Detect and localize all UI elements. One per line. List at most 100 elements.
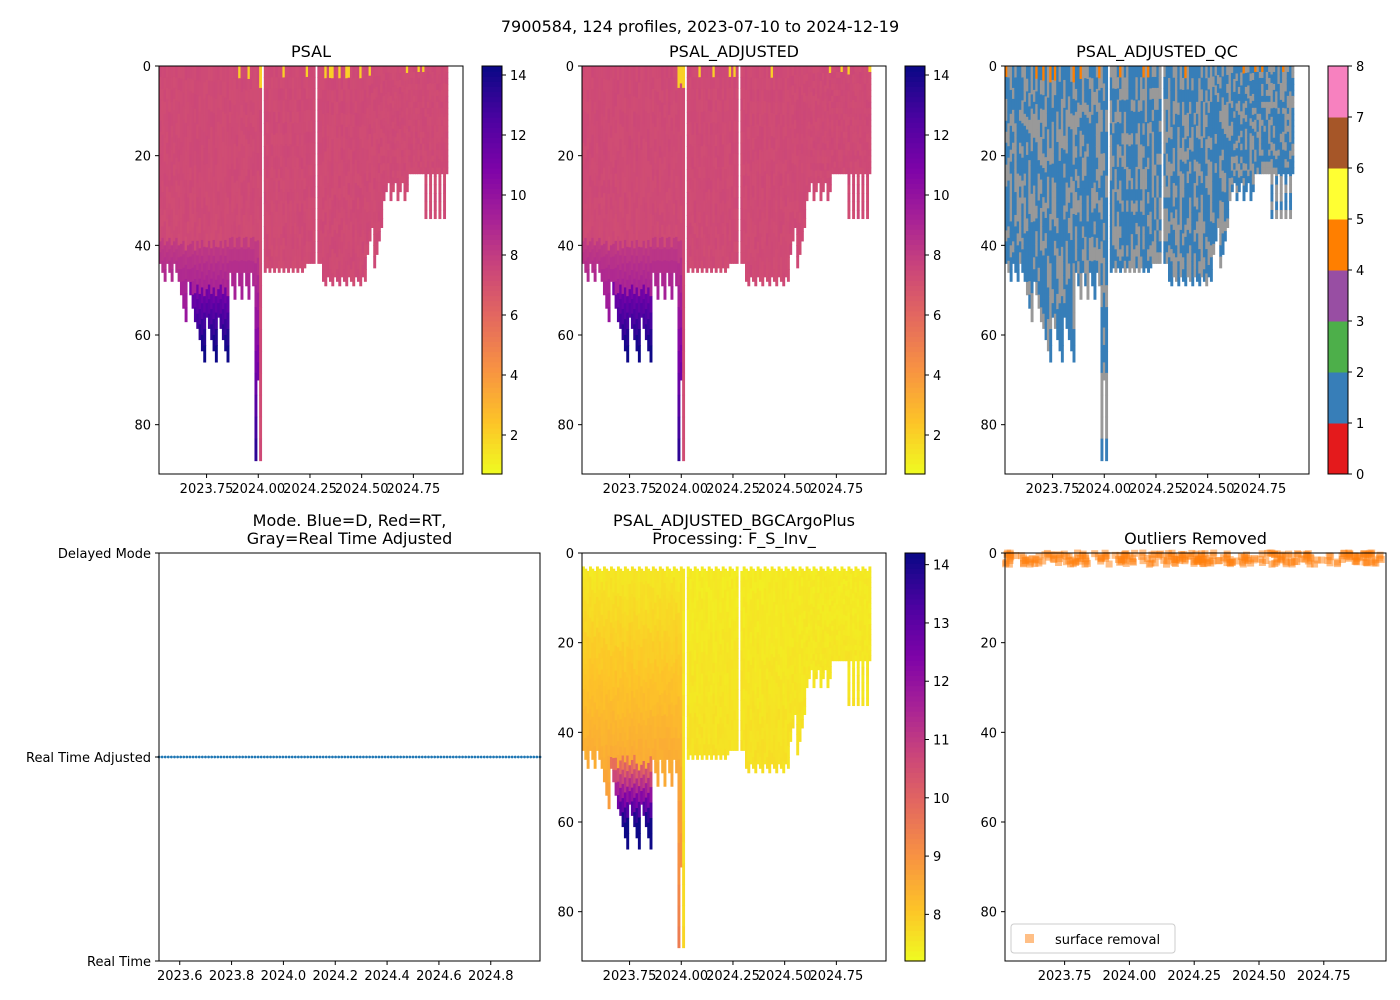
heatmap-cell: [210, 81, 214, 97]
heatmap-cell: [189, 243, 193, 258]
heatmap-cell: [373, 256, 377, 269]
heatmap-cell: [333, 171, 337, 184]
heatmap-cell: [347, 77, 351, 91]
heatmap-cell: [342, 113, 346, 127]
heatmap-cell: [249, 226, 253, 239]
heatmap-cell: [214, 296, 218, 314]
heatmap-cell: [361, 66, 365, 79]
heatmap-cell: [254, 175, 258, 199]
heatmap-cell: [198, 217, 202, 234]
heatmap-cell: [226, 197, 230, 215]
heatmap-cell: [193, 151, 197, 166]
heatmap-cell: [370, 119, 374, 130]
heatmap-cell: [398, 121, 402, 130]
heatmap-cell: [405, 163, 409, 172]
heatmap-cell: [361, 171, 365, 184]
heatmap-cell: [247, 130, 251, 145]
heatmap-cell: [268, 66, 272, 79]
heatmap-cell: [240, 117, 244, 132]
heatmap-cell: [403, 103, 407, 112]
heatmap-cell: [403, 148, 407, 157]
colorbar-segment: [905, 254, 925, 261]
heatmap-cell: [289, 155, 293, 168]
heatmap-cell: [812, 193, 816, 202]
heatmap-cell: [363, 257, 367, 270]
heatmap-cell: [322, 77, 325, 91]
heatmap-cell: [326, 171, 330, 184]
heatmap-cell: [212, 176, 216, 194]
heatmap-cell: [868, 167, 872, 175]
colorbar-segment: [482, 331, 502, 337]
heatmap-cell: [163, 233, 167, 246]
heatmap-cell: [247, 117, 251, 132]
colorbar-segment: [482, 463, 502, 470]
heatmap-cell: [312, 197, 316, 210]
heatmap-cell: [301, 100, 304, 113]
heatmap-cell: [322, 137, 325, 151]
colorbar-segment: [482, 259, 502, 266]
heatmap-cell: [345, 188, 349, 201]
heatmap-cell: [186, 77, 190, 91]
heatmap-cell: [273, 146, 277, 159]
heatmap-cell: [312, 219, 316, 231]
heatmap-cell: [366, 202, 370, 214]
heatmap-cell: [294, 133, 297, 146]
heatmap-cell: [268, 192, 272, 205]
heatmap-cell: [328, 209, 332, 223]
heatmap-cell: [165, 109, 169, 122]
heatmap-cell: [735, 98, 739, 111]
heatmap-cell: [326, 101, 330, 114]
heatmap-cell: [189, 180, 193, 194]
heatmap-cell: [282, 157, 286, 170]
heatmap-cell: [221, 324, 225, 341]
heatmap-cell: [415, 125, 419, 133]
heatmap-cell: [203, 296, 207, 314]
heatmap-cell: [412, 155, 416, 163]
heatmap-cell: [191, 240, 195, 255]
heatmap-cell: [405, 128, 409, 137]
heatmap-cell: [363, 197, 367, 211]
colorbar-segment: [482, 372, 502, 378]
heatmap-cell: [289, 189, 293, 202]
heatmap-cell: [310, 197, 314, 210]
heatmap-cell: [438, 176, 442, 186]
heatmap-cell: [275, 122, 279, 134]
heatmap-cell: [426, 83, 430, 91]
x-tick-label: 2024.50: [758, 482, 812, 497]
heatmap-cell: [410, 107, 414, 115]
heatmap-cell: [368, 114, 372, 125]
heatmap-cell: [214, 66, 218, 84]
heatmap-cell: [410, 101, 414, 109]
heatmap-cell: [391, 149, 395, 158]
heatmap-cell: [677, 394, 681, 418]
heatmap-cell: [254, 263, 258, 286]
heatmap-cell: [373, 66, 377, 78]
heatmap-cell: [179, 104, 183, 118]
heatmap-cell: [214, 312, 218, 330]
heatmap-cell: [331, 236, 335, 250]
heatmap-cell: [249, 203, 253, 216]
heatmap-cell: [287, 66, 291, 79]
heatmap-cell: [370, 173, 374, 184]
heatmap-cell: [277, 66, 281, 79]
heatmap-cell: [331, 139, 335, 153]
heatmap-cell: [252, 188, 256, 201]
heatmap-cell: [312, 76, 316, 89]
heatmap-cell: [335, 137, 339, 151]
heatmap-cell: [868, 71, 872, 79]
heatmap-cell: [168, 146, 172, 159]
heatmap-cell: [735, 208, 739, 221]
heatmap-cell: [852, 176, 856, 186]
heatmap-cell: [196, 138, 200, 155]
heatmap-cell: [207, 109, 211, 125]
heatmap-cell: [277, 123, 281, 136]
heatmap-cell: [270, 88, 274, 101]
heatmap-cell: [389, 140, 393, 149]
heatmap-cell: [238, 200, 242, 214]
heatmap-cell: [168, 180, 172, 193]
heatmap-cell: [287, 123, 291, 136]
heatmap-cell: [170, 149, 174, 163]
heatmap-cell: [356, 137, 360, 151]
heatmap-cell: [217, 121, 221, 137]
heatmap-cell: [328, 197, 332, 211]
